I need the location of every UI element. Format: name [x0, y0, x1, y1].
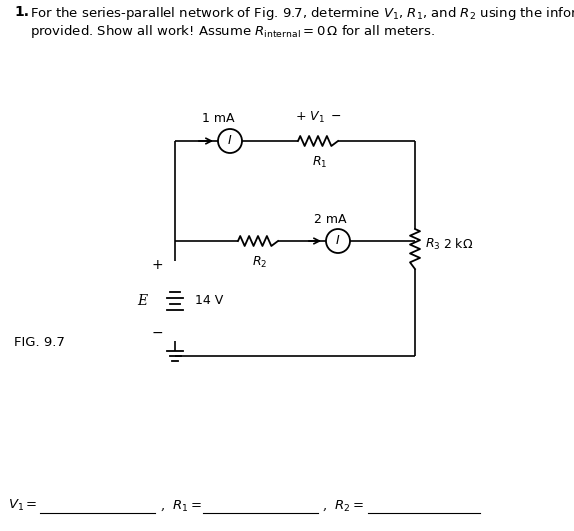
- Text: +: +: [151, 258, 163, 272]
- Text: 2 k$\Omega$: 2 k$\Omega$: [443, 237, 474, 251]
- Text: FIG. 9.7: FIG. 9.7: [14, 336, 65, 349]
- Text: ,  $R_2 =$: , $R_2 =$: [322, 499, 364, 513]
- Text: 1.: 1.: [14, 5, 29, 19]
- Text: ,  $R_1 =$: , $R_1 =$: [160, 499, 202, 513]
- Text: $R_3$: $R_3$: [425, 236, 441, 252]
- Text: $R_2$: $R_2$: [253, 255, 267, 270]
- Text: $R_1$: $R_1$: [312, 155, 328, 170]
- Text: E: E: [137, 294, 147, 308]
- Text: For the series-parallel network of Fig. 9.7, determine $V_1$, $R_1$, and $R_2$ u: For the series-parallel network of Fig. …: [30, 5, 574, 22]
- Text: $I$: $I$: [335, 235, 341, 247]
- Text: $V_1 =$: $V_1 =$: [8, 498, 37, 513]
- Text: 1 mA: 1 mA: [201, 112, 234, 125]
- Text: 2 mA: 2 mA: [314, 213, 346, 226]
- Text: provided. Show all work! Assume $R_{\mathrm{internal}} = 0\,\Omega$ for all mete: provided. Show all work! Assume $R_{\mat…: [30, 23, 435, 40]
- Text: $+\ V_1\ -$: $+\ V_1\ -$: [294, 110, 342, 125]
- Text: −: −: [151, 326, 163, 340]
- Text: $I$: $I$: [227, 134, 232, 148]
- Text: 14 V: 14 V: [195, 295, 223, 307]
